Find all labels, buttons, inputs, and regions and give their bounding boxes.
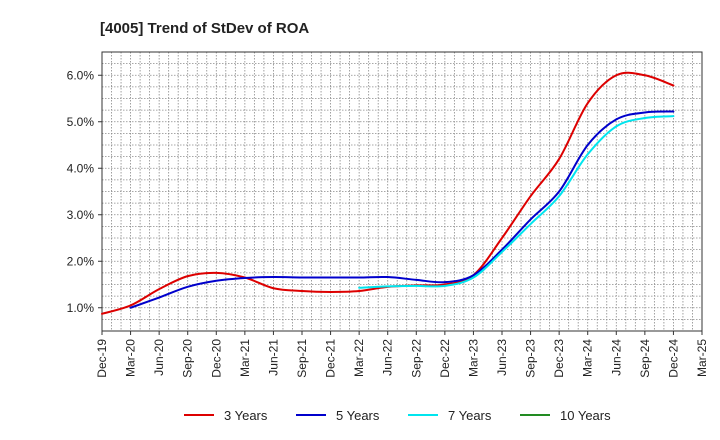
- x-tick-label: Dec-23: [552, 339, 566, 378]
- series-lines: [101, 71, 675, 315]
- x-tick-label: Mar-22: [352, 339, 366, 377]
- x-tick-label: Jun-24: [609, 339, 623, 376]
- x-tick-label: Mar-25: [695, 339, 709, 377]
- grid: [102, 52, 702, 331]
- chart-title: [4005] Trend of StDev of ROA: [100, 20, 309, 37]
- x-tick-label: Jun-20: [152, 339, 166, 376]
- x-axis: Dec-19 Mar-20 Jun-20 Sep-20 Dec-20 Mar-21 Jun-…: [95, 331, 709, 378]
- x-tick-label: Sep-24: [638, 339, 652, 378]
- x-tick-label: Jun-21: [266, 339, 280, 376]
- x-tick-label: Dec-20: [209, 339, 223, 378]
- legend: 3 Years 5 Years 7 Years 10 Years: [184, 408, 611, 423]
- x-tick-label: Jun-23: [495, 339, 509, 376]
- x-tick-label: Mar-20: [124, 339, 138, 377]
- x-tick-label: Mar-21: [238, 339, 252, 377]
- x-tick-label: Sep-23: [524, 339, 538, 378]
- legend-label-5-years: 5 Years: [336, 408, 380, 423]
- y-tick-label: 4.0%: [67, 161, 95, 175]
- y-axis: 1.0% 2.0% 3.0% 4.0% 5.0% 6.0%: [67, 68, 102, 315]
- y-tick-label: 3.0%: [67, 208, 95, 222]
- legend-label-3-years: 3 Years: [224, 408, 268, 423]
- x-tick-label: Dec-22: [438, 339, 452, 378]
- series-line-5-years: [129, 110, 675, 309]
- x-tick-label: Sep-20: [181, 339, 195, 378]
- legend-label-7-years: 7 Years: [448, 408, 492, 423]
- y-tick-label: 5.0%: [67, 115, 95, 129]
- plot-area: [101, 51, 703, 332]
- x-tick-label: Dec-24: [666, 339, 680, 378]
- x-tick-label: Sep-21: [295, 339, 309, 378]
- x-tick-label: Dec-19: [95, 339, 109, 378]
- x-tick-label: Mar-23: [466, 339, 480, 377]
- x-tick-label: Dec-21: [324, 339, 338, 378]
- x-tick-label: Jun-22: [381, 339, 395, 376]
- y-tick-label: 2.0%: [67, 254, 95, 268]
- x-tick-label: Sep-22: [409, 339, 423, 378]
- y-tick-label: 6.0%: [67, 68, 95, 82]
- legend-label-10-years: 10 Years: [560, 408, 611, 423]
- y-tick-label: 1.0%: [67, 301, 95, 315]
- series-line-7-years: [358, 115, 675, 289]
- x-tick-label: Mar-24: [581, 339, 595, 377]
